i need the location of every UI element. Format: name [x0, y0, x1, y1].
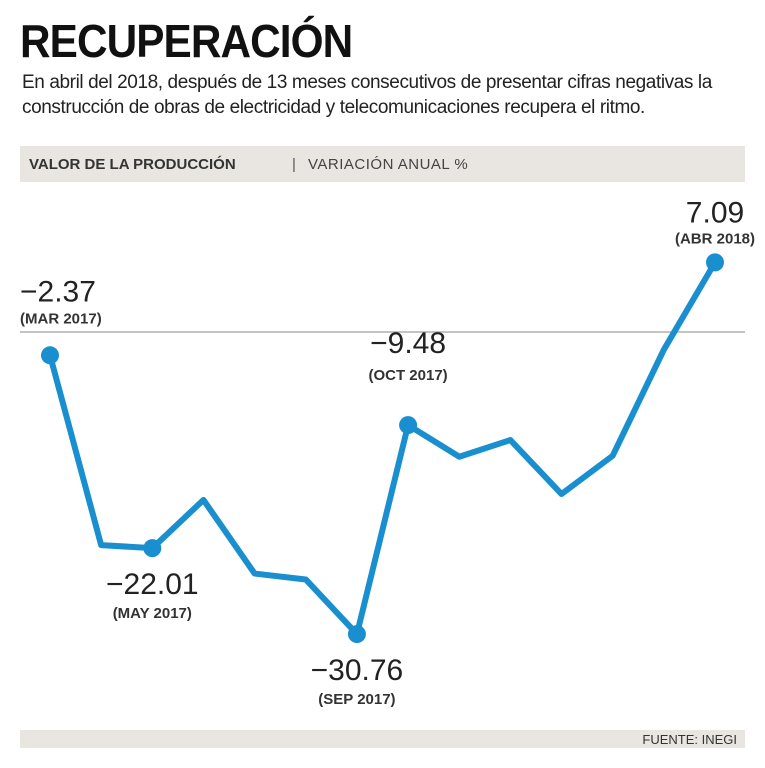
- data-label-date: (MAY 2017): [113, 605, 192, 622]
- data-label-value: −22.01: [106, 568, 199, 601]
- data-point: [399, 416, 418, 435]
- data-point: [41, 346, 59, 365]
- data-label-date: (MAR 2017): [20, 310, 102, 327]
- data-label-value: −9.48: [370, 327, 446, 360]
- data-label-date: (OCT 2017): [368, 367, 447, 384]
- chart-title: RECUPERACIÓN: [20, 15, 353, 67]
- series-line: [47, 259, 718, 638]
- data-label-date: (ABR 2018): [675, 230, 755, 247]
- data-point: [706, 253, 724, 272]
- source-label: FUENTE: INEGI: [642, 732, 737, 747]
- header-band: VALOR DE LA PRODUCCIÓN | VARIACIÓN ANUAL…: [20, 146, 745, 182]
- data-label-value: −2.37: [20, 275, 96, 308]
- data-label-value: −30.76: [311, 654, 404, 687]
- data-point: [143, 539, 162, 558]
- band-label-right: VARIACIÓN ANUAL %: [308, 156, 469, 173]
- data-label-value: 7.09: [686, 196, 744, 229]
- data-point: [347, 625, 366, 644]
- band-label-left: VALOR DE LA PRODUCCIÓN: [29, 156, 236, 173]
- footer-band: FUENTE: INEGI: [20, 730, 745, 748]
- chart-subtitle: En abril del 2018, después de 13 meses c…: [22, 72, 712, 118]
- band-separator: |: [292, 156, 296, 173]
- data-label-date: (SEP 2017): [318, 691, 395, 708]
